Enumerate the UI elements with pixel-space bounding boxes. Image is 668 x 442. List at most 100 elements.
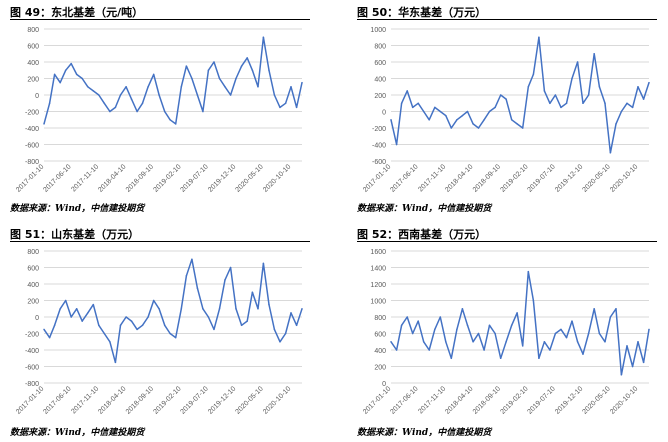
data-point <box>174 123 177 125</box>
data-point <box>499 94 502 96</box>
data-point <box>163 110 166 113</box>
data-point <box>411 332 414 335</box>
data-point <box>251 69 254 71</box>
data-point <box>554 94 557 96</box>
title-underline <box>10 241 310 242</box>
data-point <box>505 98 507 100</box>
data-point <box>598 86 601 88</box>
data-point <box>538 36 540 38</box>
data-point <box>141 324 144 326</box>
y-tick-label: -600 <box>25 143 39 150</box>
data-point <box>521 127 524 129</box>
data-point <box>445 114 447 117</box>
data-point <box>604 341 606 343</box>
data-point <box>445 341 447 343</box>
data-point <box>626 102 628 104</box>
data-point <box>626 345 628 347</box>
data-point <box>642 98 645 100</box>
data-point <box>598 332 601 335</box>
data-point <box>185 65 188 67</box>
data-point <box>488 324 491 326</box>
data-point <box>571 320 573 322</box>
x-tick-label: 2019-12-10 <box>554 163 584 193</box>
y-tick-label: 200 <box>27 299 39 306</box>
x-tick-label: 2020-05-10 <box>235 385 265 415</box>
data-point <box>103 102 106 104</box>
y-tick-label: 1600 <box>370 249 386 256</box>
data-point <box>53 73 56 76</box>
x-tick-label: 2020-10-10 <box>609 385 639 415</box>
data-point <box>48 102 51 104</box>
data-point <box>119 324 122 326</box>
y-tick-label: 1000 <box>370 299 386 306</box>
y-tick-label: 1200 <box>370 282 386 289</box>
data-point <box>417 102 419 104</box>
data-point <box>483 349 485 351</box>
data-point <box>532 299 535 302</box>
data-point <box>246 320 248 322</box>
data-point <box>494 106 496 109</box>
y-tick-label: 600 <box>374 60 386 67</box>
chart-panel-52: 图 52：西南基差（万元） 0 200 400 600 800 1000 1200 1400 1… <box>357 226 657 439</box>
data-point <box>169 119 171 121</box>
x-tick-label: 2017-11-10 <box>417 385 447 415</box>
data-point <box>466 324 469 326</box>
data-point <box>109 110 111 113</box>
data-point <box>510 119 513 121</box>
x-tick-label: 2017-06-10 <box>389 385 419 415</box>
data-point <box>461 114 464 117</box>
data-point <box>615 123 617 125</box>
series-line <box>43 36 303 125</box>
data-point <box>174 336 177 339</box>
data-point <box>246 57 248 59</box>
data-point <box>406 90 408 92</box>
data-point <box>152 73 155 76</box>
data-point <box>637 341 639 343</box>
data-point <box>207 316 210 318</box>
data-point <box>290 86 292 88</box>
data-point <box>125 316 127 318</box>
data-point <box>472 123 474 125</box>
y-tick-label: -400 <box>372 143 386 150</box>
data-point <box>75 308 78 310</box>
y-tick-label: 200 <box>374 93 386 100</box>
data-point <box>251 291 254 293</box>
data-point <box>648 328 650 331</box>
y-tick-label: 200 <box>27 77 39 84</box>
data-point <box>565 336 568 339</box>
data-point <box>268 69 270 71</box>
title-underline <box>10 19 310 20</box>
data-point <box>130 98 133 100</box>
data-point <box>235 77 237 80</box>
y-tick-label: 600 <box>27 266 39 273</box>
y-tick-label: -400 <box>25 126 39 133</box>
data-point <box>395 143 398 146</box>
data-point <box>92 303 95 306</box>
data-point <box>477 332 480 335</box>
data-point <box>456 119 458 121</box>
chart-source: 数据来源：Wind，中信建投期货 <box>10 428 145 438</box>
data-point <box>235 308 237 310</box>
data-point <box>642 361 645 364</box>
x-tick-label: 2019-02-10 <box>152 385 182 415</box>
data-point <box>295 106 298 109</box>
data-point <box>609 316 612 318</box>
data-point <box>576 61 579 63</box>
y-tick-label: -200 <box>25 332 39 339</box>
data-point <box>560 106 562 109</box>
data-point <box>439 316 442 318</box>
data-point <box>158 308 160 310</box>
x-tick-label: 2019-07-10 <box>527 163 557 193</box>
data-point <box>70 316 72 318</box>
data-point <box>224 86 226 88</box>
chart-title: 图 52：西南基差（万元） <box>357 228 487 241</box>
x-tick-label: 2017-11-10 <box>70 163 100 193</box>
data-point <box>434 328 436 331</box>
x-tick-label: 2019-12-10 <box>554 385 584 415</box>
y-tick-label: -200 <box>25 110 39 117</box>
data-point <box>43 123 45 125</box>
data-point <box>301 81 303 84</box>
y-tick-label: 1400 <box>370 266 386 273</box>
data-point <box>43 328 45 331</box>
y-tick-label: 0 <box>382 381 386 388</box>
